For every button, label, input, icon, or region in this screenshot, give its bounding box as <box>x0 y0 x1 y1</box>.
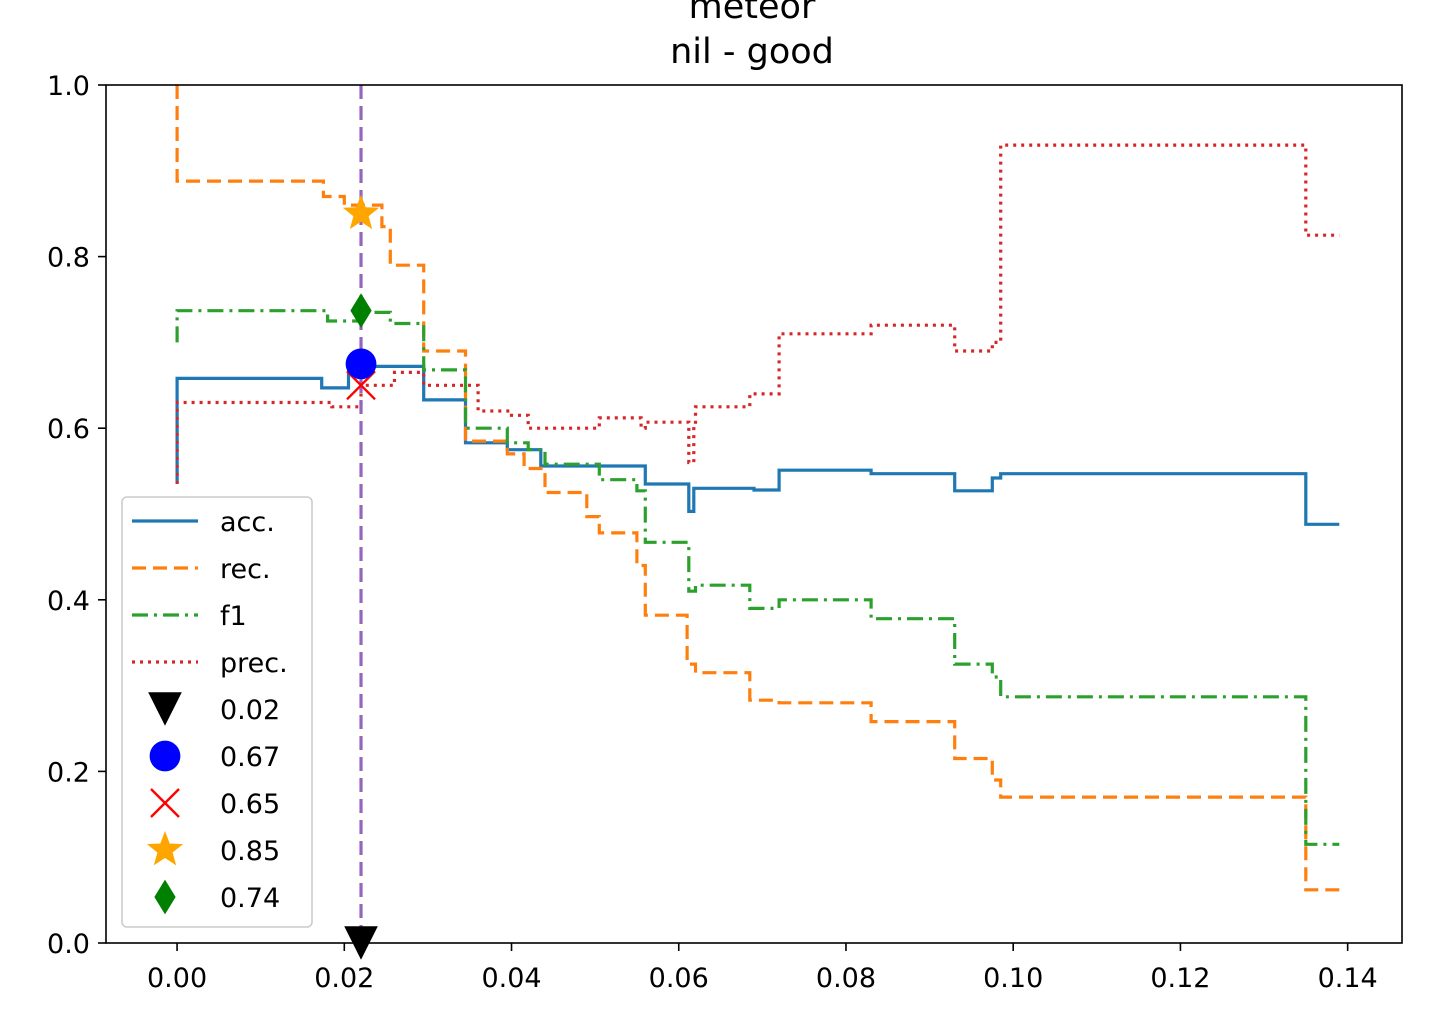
y-tick-label: 0.8 <box>47 243 90 274</box>
y-tick-label: 0.2 <box>47 757 90 788</box>
legend: acc. rec. f1 prec. 0.02 0.67 0.65 0.85 0.74 <box>121 496 313 928</box>
marker-circle-0-67 <box>345 348 377 380</box>
y-tick-label: 0.4 <box>47 586 90 617</box>
legend-label: 0.02 <box>220 695 280 726</box>
y-tick-label: 0.6 <box>47 414 90 445</box>
legend-marker-x <box>150 788 180 818</box>
legend-marker-thin-diamond <box>154 879 176 915</box>
y-tick-label: 0.0 <box>47 929 90 960</box>
x-tick-label: 0.04 <box>481 963 541 994</box>
x-tick-label: 0.00 <box>147 963 207 994</box>
legend-label: rec. <box>220 554 271 585</box>
legend-label: 0.67 <box>220 742 280 773</box>
x-tick-label: 0.12 <box>1150 963 1210 994</box>
legend-label: 0.85 <box>220 836 280 867</box>
y-tick-label: 1.0 <box>47 71 90 102</box>
x-tick-label: 0.10 <box>983 963 1043 994</box>
x-tick-label: 0.02 <box>314 963 374 994</box>
x-tick-label: 0.08 <box>816 963 876 994</box>
legend-marker-star <box>146 831 184 866</box>
chart-title-line-1: meteor <box>689 0 816 27</box>
legend-label: f1 <box>220 601 247 632</box>
legend-label: 0.74 <box>220 883 280 914</box>
legend-marker-circle <box>149 740 181 772</box>
legend-marker-triangle-down <box>148 692 182 726</box>
series-line-prec <box>175 143 1340 484</box>
legend-label: acc. <box>220 507 275 538</box>
plot-area: 0.00 0.02 0.04 0.06 0.08 0.10 0.12 0.14 0.0 0.2 0.… <box>47 71 1403 994</box>
x-tick-label: 0.14 <box>1318 963 1378 994</box>
axes-frame <box>105 84 1403 944</box>
legend-box <box>121 496 313 928</box>
legend-label: 0.65 <box>220 789 280 820</box>
chart-title-line-2: nil - good <box>670 32 834 72</box>
marker-thin-diamond-0-74 <box>350 293 372 329</box>
series-line-f1 <box>175 309 1340 846</box>
series-line-rec <box>175 85 1340 892</box>
marker-star-0-85 <box>342 194 380 230</box>
legend-label: prec. <box>220 648 288 679</box>
x-tick-label: 0.06 <box>649 963 709 994</box>
